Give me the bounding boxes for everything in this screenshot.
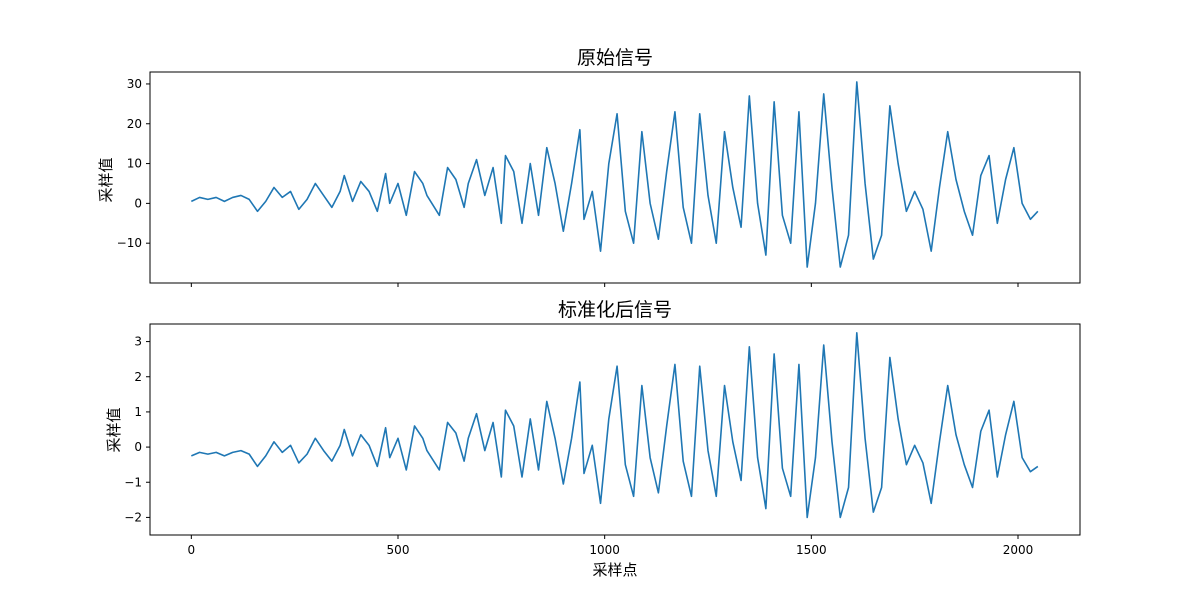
axis-ticks-standardized: −2 −1 0 1 2 3 0 500 1000 1500 2000 — [124, 335, 1033, 557]
y-tick-label: −2 — [124, 510, 142, 524]
chart-title-standardized: 标准化后信号 — [558, 299, 672, 321]
y-tick-label: 10 — [127, 157, 142, 171]
x-tick-label: 1000 — [589, 543, 620, 557]
x-tick-label: 500 — [387, 543, 410, 557]
y-tick-label: 30 — [127, 77, 142, 91]
x-tick-label: 0 — [188, 543, 196, 557]
plot-frame-original — [149, 71, 1081, 284]
series-line-standardized — [191, 331, 1039, 519]
chart-title-original: 原始信号 — [577, 47, 653, 69]
subplot-original-signal: 原始信号 采样值 −10 0 10 20 30 — [97, 47, 1081, 287]
y-axis-label-standardized: 采样值 — [105, 407, 123, 452]
subplot-standardized-signal: 标准化后信号 采样值 采样点 −2 −1 0 1 2 3 0 500 1000 1500 2000 — [105, 299, 1081, 579]
y-tick-label: −1 — [124, 475, 142, 489]
y-tick-label: 20 — [127, 117, 142, 131]
x-tick-label: 2000 — [1003, 543, 1034, 557]
y-axis-label-original: 采样值 — [97, 157, 115, 202]
y-tick-label: 2 — [134, 370, 142, 384]
y-tick-label: −10 — [117, 236, 142, 250]
series-line-original — [190, 81, 1039, 268]
y-tick-label: 1 — [134, 405, 142, 419]
plot-frame-standardized — [149, 323, 1081, 536]
x-tick-label: 1500 — [796, 543, 827, 557]
y-tick-label: 3 — [134, 335, 142, 349]
x-axis-label: 采样点 — [592, 561, 637, 579]
y-tick-label: 0 — [134, 440, 142, 454]
axis-ticks-original: −10 0 10 20 30 — [117, 77, 1019, 287]
y-tick-label: 0 — [134, 196, 142, 210]
